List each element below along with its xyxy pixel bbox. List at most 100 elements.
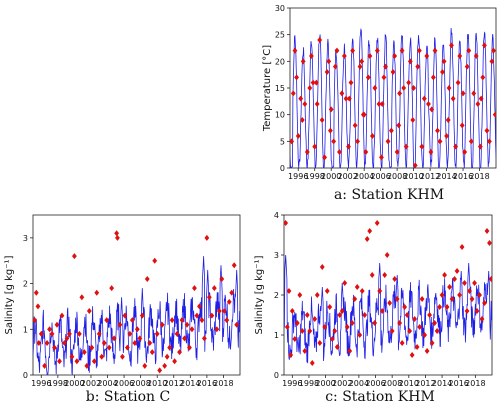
observation-point: [385, 138, 391, 145]
observation-point: [421, 95, 427, 102]
observation-point: [341, 53, 347, 59]
panel-a-temperature-khm: Temperature [°C] a: Station KHM 0 5 10 15 20…: [262, 4, 497, 203]
observation-point: [79, 294, 85, 301]
x-tick-label: 2014: [180, 379, 200, 388]
y-tick-label: 1: [274, 331, 279, 340]
observation-point: [454, 268, 460, 274]
observation-point: [224, 317, 230, 324]
panel-a-ylabel: Temperature [°C]: [262, 45, 273, 132]
observation-point: [299, 328, 305, 334]
observation-point: [434, 328, 440, 334]
observation-point: [319, 117, 325, 123]
observation-point: [350, 47, 356, 54]
observation-point: [462, 149, 468, 155]
observation-point: [452, 276, 457, 282]
x-tick-label: 2008: [387, 172, 407, 181]
observation-point: [399, 340, 405, 346]
observation-point: [117, 321, 123, 328]
observation-point: [394, 149, 400, 155]
observation-point: [407, 58, 413, 65]
observation-point: [172, 358, 177, 365]
observation-point: [346, 95, 352, 102]
observation-point: [416, 47, 422, 54]
observation-point: [35, 303, 41, 310]
observation-point: [177, 349, 182, 356]
observation-point: [324, 288, 330, 294]
observation-point: [482, 42, 487, 49]
observation-point: [374, 47, 380, 54]
observation-point: [111, 335, 117, 342]
observation-point: [361, 111, 367, 118]
observation-point: [122, 312, 128, 319]
observation-point: [397, 320, 403, 326]
y-tick-label: 10: [275, 111, 285, 120]
x-tick-label: 1996: [288, 172, 308, 181]
observation-point: [344, 324, 350, 330]
observation-point: [410, 117, 416, 123]
observation-point: [397, 90, 402, 97]
observation-point: [67, 330, 72, 337]
panel-b-salinity-c: Salinity [g kg⁻¹] b: Station C 0 1 2 3 19961…: [4, 214, 241, 405]
x-tick-label: 2006: [365, 379, 385, 388]
observation-point: [482, 300, 487, 306]
observation-point: [124, 344, 130, 351]
observation-point: [229, 289, 235, 296]
observation-point: [484, 228, 490, 234]
observation-point: [357, 63, 363, 70]
observation-point: [69, 353, 75, 360]
observation-point: [147, 340, 153, 346]
x-tick-label: 2000: [64, 379, 84, 388]
observation-point: [464, 63, 470, 70]
x-tick-label: 2018: [213, 379, 233, 388]
observation-point: [367, 53, 373, 59]
observation-point: [469, 296, 475, 302]
observation-point: [346, 143, 351, 150]
observation-point: [327, 304, 333, 310]
observation-point: [382, 272, 388, 278]
observation-point: [468, 138, 474, 145]
y-tick-label: 4: [274, 211, 279, 220]
y-tick-label: 5: [280, 137, 285, 146]
observation-point: [352, 122, 358, 129]
panel-c-salinity-khm: Salinity [g kg⁻¹] c: Station KHM 0 1 2 3 4 19…: [254, 211, 493, 405]
x-tick-label: 2010: [147, 379, 167, 388]
observation-point: [64, 335, 70, 342]
observation-point: [310, 79, 316, 86]
observation-point: [474, 308, 480, 314]
observation-point: [459, 244, 465, 250]
observation-point: [449, 42, 454, 49]
observation-point: [479, 316, 485, 322]
observation-point: [379, 101, 385, 107]
observation-point: [201, 335, 207, 342]
observation-point: [355, 138, 360, 145]
observation-point: [437, 138, 443, 145]
observation-point: [478, 95, 484, 102]
panel-b-caption: b: Station C: [86, 389, 170, 405]
x-tick-label: 2016: [449, 379, 469, 388]
observation-point: [406, 79, 412, 86]
y-tick-label: 25: [275, 31, 285, 40]
observation-point: [54, 321, 60, 328]
observation-point: [154, 330, 160, 337]
observation-point: [457, 292, 462, 298]
y-tick-label: 2: [274, 291, 279, 300]
y-tick-label: 0: [280, 164, 285, 173]
observation-point: [304, 149, 310, 155]
observation-point: [115, 234, 120, 241]
observation-point: [471, 90, 477, 97]
observation-point: [284, 220, 289, 226]
observation-point: [460, 90, 466, 97]
observation-point: [455, 79, 461, 86]
observation-point: [317, 37, 323, 43]
observation-point: [383, 63, 388, 70]
observation-point: [299, 117, 305, 123]
observation-point: [49, 330, 55, 337]
model-series-line: [284, 254, 492, 364]
x-tick-label: 2002: [81, 379, 101, 388]
observation-point: [429, 106, 435, 113]
observation-point: [297, 292, 303, 298]
observation-point: [84, 362, 90, 369]
observation-point: [450, 95, 456, 102]
observation-point: [447, 284, 452, 290]
observation-point: [412, 162, 418, 168]
